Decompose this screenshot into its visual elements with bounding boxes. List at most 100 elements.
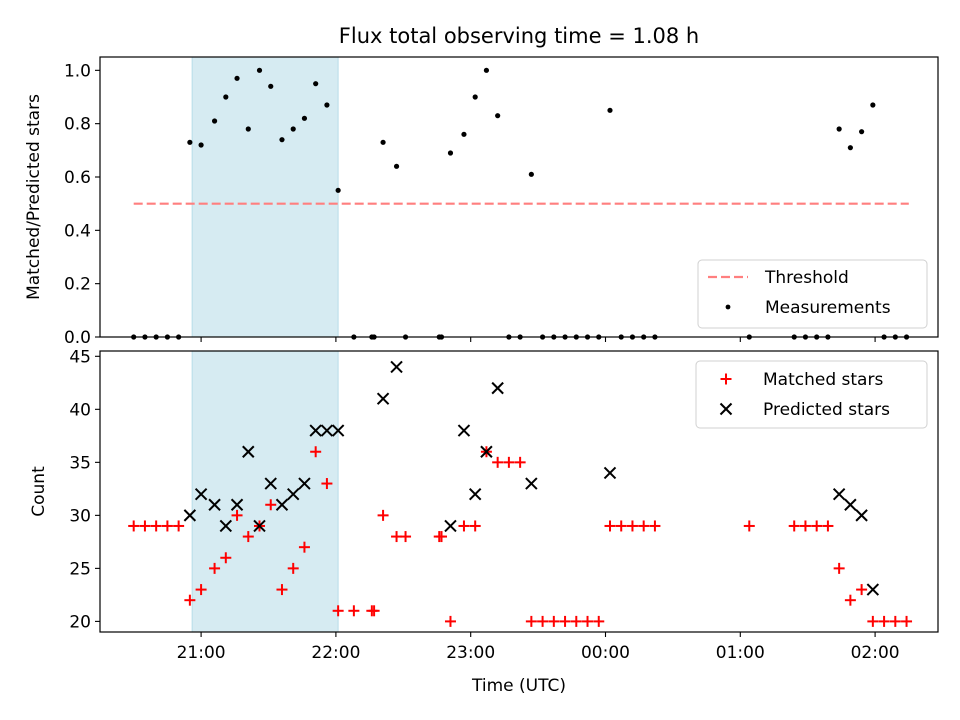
measurement-point <box>234 75 240 81</box>
matched-star-point <box>492 456 504 468</box>
bot-y-tick-label: 25 <box>69 559 91 579</box>
measurement-point <box>461 131 467 137</box>
predicted-star-point <box>194 487 208 501</box>
top-legend: Threshold Measurements <box>697 259 928 329</box>
top-x-ticks <box>200 337 876 342</box>
top-y-tick-label: 0.6 <box>64 168 91 188</box>
legend-matched-label: Matched stars <box>763 370 883 390</box>
matched-star-point <box>332 605 344 617</box>
matched-star-point <box>811 520 823 532</box>
measurement-point <box>859 129 865 135</box>
predicted-stars-points <box>183 360 880 596</box>
matched-star-point <box>638 520 650 532</box>
top-highlight-span <box>191 56 339 338</box>
cross-b <box>457 424 471 437</box>
matched-star-point <box>377 509 389 521</box>
measurement-point <box>268 83 274 89</box>
measurement-point <box>198 142 204 148</box>
predicted-star-point <box>331 424 345 437</box>
bot-y-tick-label: 40 <box>69 400 91 420</box>
top-y-tick-label: 0.2 <box>64 275 91 295</box>
matched-star-point <box>310 446 322 458</box>
predicted-star-point <box>298 477 311 490</box>
legend-x-marker <box>719 402 733 416</box>
cross-b <box>208 498 221 511</box>
x-tick-label: 23:00 <box>446 643 495 663</box>
measurement-point <box>211 118 218 124</box>
measurement-point <box>870 102 876 108</box>
matched-star-point <box>582 615 594 627</box>
measurement-point <box>290 126 296 132</box>
predicted-star-point <box>376 392 390 405</box>
top-panel: 0.0 0.2 0.4 0.6 0.8 1.0 Flux total observing … <box>24 24 939 348</box>
x-tick-label: 00:00 <box>581 643 630 663</box>
matched-star-point <box>150 520 162 532</box>
cross-b <box>376 392 390 405</box>
cross-b <box>855 509 868 522</box>
matched-star-point <box>570 615 582 627</box>
cross-b <box>491 381 504 395</box>
matched-star-point <box>469 520 481 532</box>
bottom-legend-box <box>695 360 928 429</box>
matched-star-point <box>878 615 890 627</box>
predicted-star-point <box>219 519 233 533</box>
measurement-point <box>393 163 400 169</box>
matched-star-point <box>649 520 661 532</box>
measurement-point <box>472 94 478 100</box>
matched-star-point <box>321 478 333 490</box>
matched-star-point <box>276 584 288 596</box>
matched-star-point <box>458 520 470 532</box>
bottom-y-axis-label: Count <box>29 466 49 517</box>
legend-measurements-swatch <box>725 304 731 310</box>
bottom-x-ticks: 21:00 22:00 23:00 00:00 01:00 02:00 <box>177 632 900 663</box>
cross-b <box>309 424 322 437</box>
predicted-star-point <box>525 477 538 490</box>
matched-star-point <box>173 520 185 532</box>
cross-b <box>866 583 880 596</box>
matched-star-point <box>514 456 526 468</box>
matched-star-point <box>298 541 310 553</box>
legend-threshold-label: Threshold <box>764 268 849 288</box>
matched-star-point <box>444 615 456 627</box>
cross-b <box>832 487 846 501</box>
cross-b <box>390 360 403 374</box>
cross-b <box>844 498 857 511</box>
measurement-point <box>187 139 193 145</box>
matched-star-point <box>604 520 616 532</box>
predicted-star-point <box>444 519 457 533</box>
measurement-points <box>131 67 910 340</box>
matched-star-point <box>128 520 140 532</box>
matched-star-point <box>822 520 834 532</box>
top-y-tick-label: 0.0 <box>64 328 91 348</box>
cross-b <box>331 424 345 437</box>
matched-star-point <box>537 615 549 627</box>
measurement-point <box>245 126 251 132</box>
bottom-legend: Matched stars Predicted stars <box>695 360 928 429</box>
matched-star-point <box>788 520 800 532</box>
matched-star-point <box>593 615 605 627</box>
x-tick-label: 01:00 <box>716 643 765 663</box>
top-y-axis-label: Matched/Predicted stars <box>24 94 44 300</box>
cross-b <box>230 498 244 511</box>
predicted-star-point <box>183 509 197 522</box>
predicted-star-point <box>208 498 221 511</box>
cross-b <box>219 519 233 533</box>
bottom-axes-frame <box>99 350 939 633</box>
cross-b <box>468 487 482 501</box>
x-tick-label: 22:00 <box>311 643 360 663</box>
x-tick-label: 21:00 <box>177 643 226 663</box>
matched-star-point <box>889 615 901 627</box>
cross-b <box>444 519 457 533</box>
predicted-star-point <box>253 519 266 533</box>
legend-predicted-swatch <box>719 402 733 416</box>
matched-star-point <box>265 499 277 511</box>
matched-star-point <box>242 531 254 543</box>
matched-star-point <box>856 584 868 596</box>
matched-star-point <box>139 520 151 532</box>
cross-b <box>275 498 289 511</box>
measurement-point <box>324 102 330 108</box>
cross-b <box>320 424 334 437</box>
predicted-star-point <box>287 487 300 501</box>
legend-predicted-label: Predicted stars <box>763 400 890 420</box>
matched-star-point <box>220 552 232 564</box>
